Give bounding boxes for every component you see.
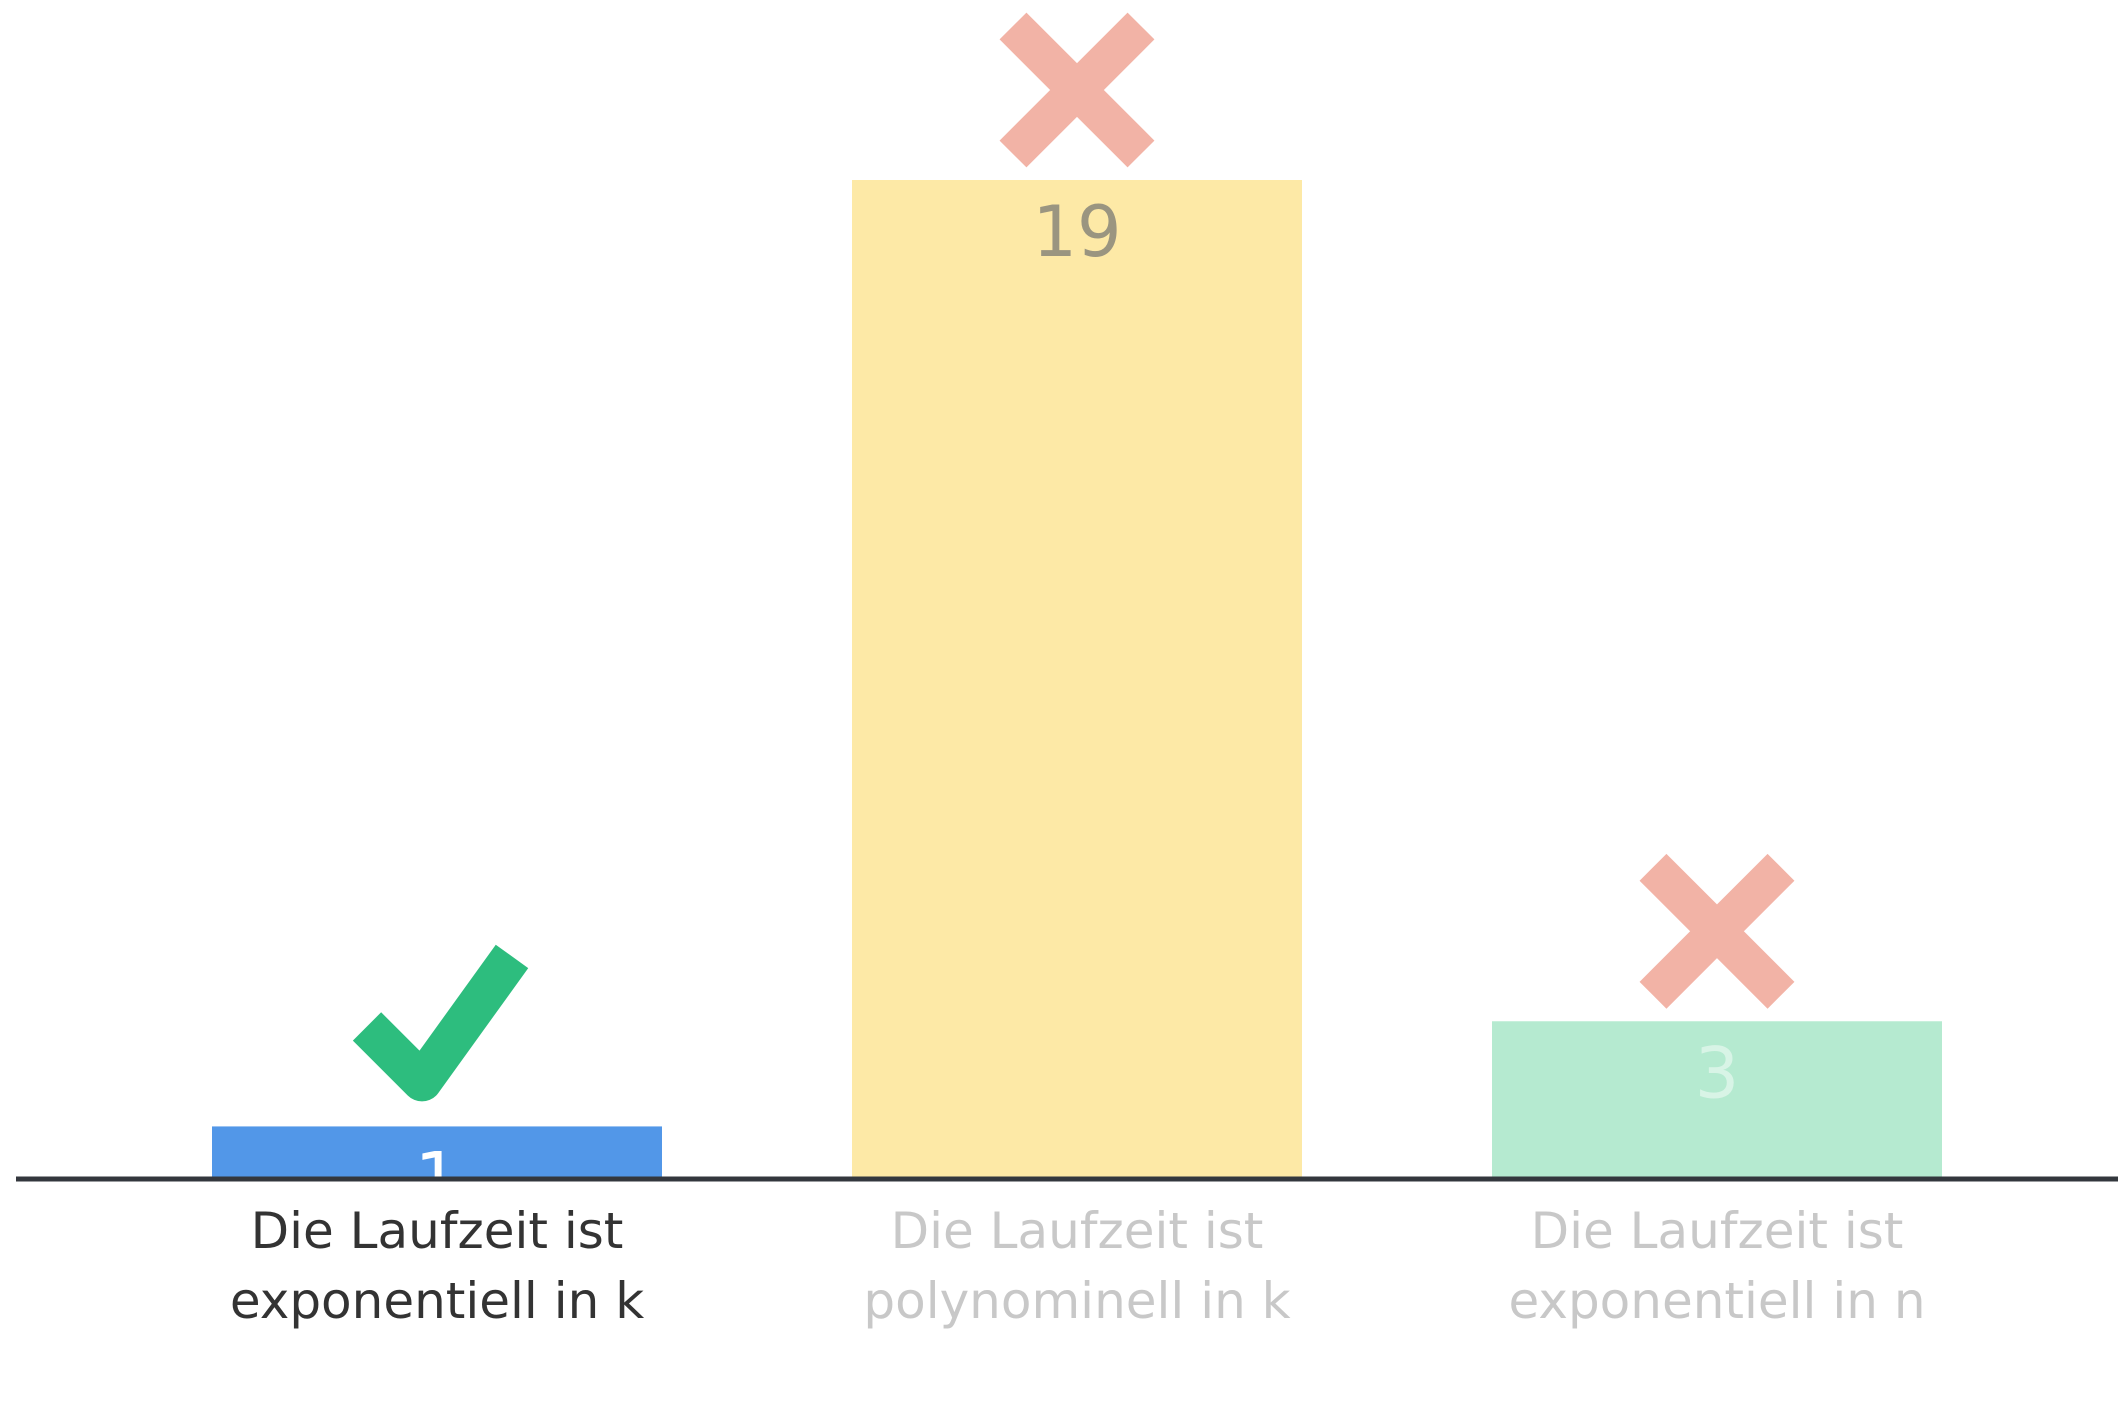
cross-icon xyxy=(999,12,1155,168)
category-label: Die Laufzeit ist polynominell in k xyxy=(863,1202,1291,1330)
bar xyxy=(1492,1021,1942,1179)
bar xyxy=(212,1126,662,1179)
check-icon xyxy=(352,944,529,1102)
bar xyxy=(852,180,1302,1179)
value-label: 3 xyxy=(1695,1032,1740,1114)
cross-icon xyxy=(1639,853,1795,1009)
category-label: Die Laufzeit ist exponentiell in k xyxy=(229,1202,645,1330)
value-label: 19 xyxy=(1032,191,1121,273)
category-label: Die Laufzeit ist exponentiell in n xyxy=(1508,1202,1926,1330)
